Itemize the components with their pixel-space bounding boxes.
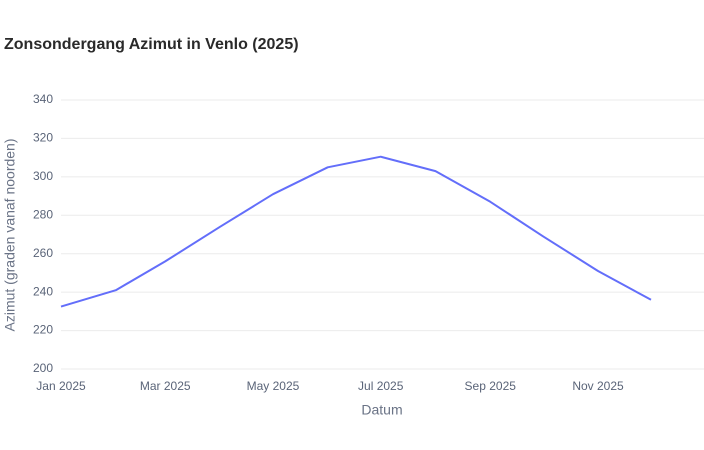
x-axis-title: Datum (361, 402, 402, 418)
y-tick-label: 340 (33, 92, 53, 106)
x-tick-label: May 2025 (247, 379, 300, 393)
y-tick-label: 240 (33, 284, 53, 298)
y-tick-label: 320 (33, 131, 53, 145)
y-axis-title: Azimut (graden vanaf noorden) (2, 139, 18, 332)
x-tick-label: Nov 2025 (572, 379, 624, 393)
y-tick-label: 260 (33, 246, 53, 260)
x-tick-label: Jul 2025 (358, 379, 404, 393)
line-series (60, 155, 652, 308)
chart-title: Zonsondergang Azimut in Venlo (2025) (4, 36, 299, 53)
y-tick-label: 280 (33, 207, 53, 221)
y-tick-label: 300 (33, 169, 53, 183)
x-tick-label: Sep 2025 (465, 379, 517, 393)
x-tick-label: Mar 2025 (140, 379, 191, 393)
x-tick-label: Jan 2025 (36, 379, 86, 393)
y-tick-label: 200 (33, 361, 53, 375)
y-tick-label: 220 (33, 323, 53, 337)
